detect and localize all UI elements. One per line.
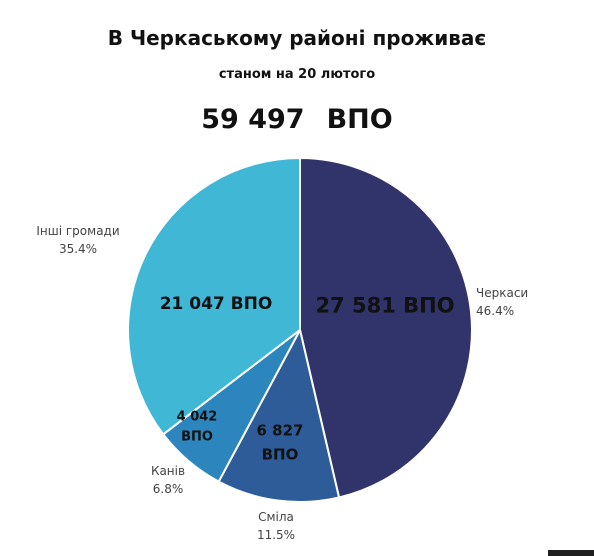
slice-value-label-1: 27 581 ВПО <box>315 293 454 317</box>
slice-value-label-3: 4 042 ВПО <box>177 410 218 445</box>
slice-name-label-3: Канів <box>151 464 185 478</box>
pie-slice-2 <box>217 329 341 503</box>
pie-slice-1 <box>299 157 473 499</box>
total-unit: ВПО <box>326 104 393 135</box>
slice-name-label-4: Інші громади <box>36 224 119 238</box>
total-count: 59 497 ВПО <box>0 104 594 135</box>
chart-subtitle: станом на 20 лютого <box>218 67 376 82</box>
slice-value-label-4: 21 047 ВПО <box>160 294 273 314</box>
slice-percent-label-1: 46.4% <box>476 304 514 318</box>
slice-percent-label-4: 35.4% <box>59 242 97 256</box>
corner-bar <box>548 550 594 556</box>
total-value: 59 497 <box>201 104 305 135</box>
slice-percent-label-3: 6.8% <box>153 482 184 496</box>
slice-name-label-2: Сміла <box>258 510 294 524</box>
pie-slice-4 <box>127 157 301 436</box>
slice-name-label-1: Черкаси <box>476 286 528 300</box>
chart-title: В Черкаському районі проживає <box>107 26 487 50</box>
slice-percent-label-2: 11.5% <box>257 528 295 542</box>
slice-value-label-2: 6 827 ВПО <box>257 421 304 463</box>
